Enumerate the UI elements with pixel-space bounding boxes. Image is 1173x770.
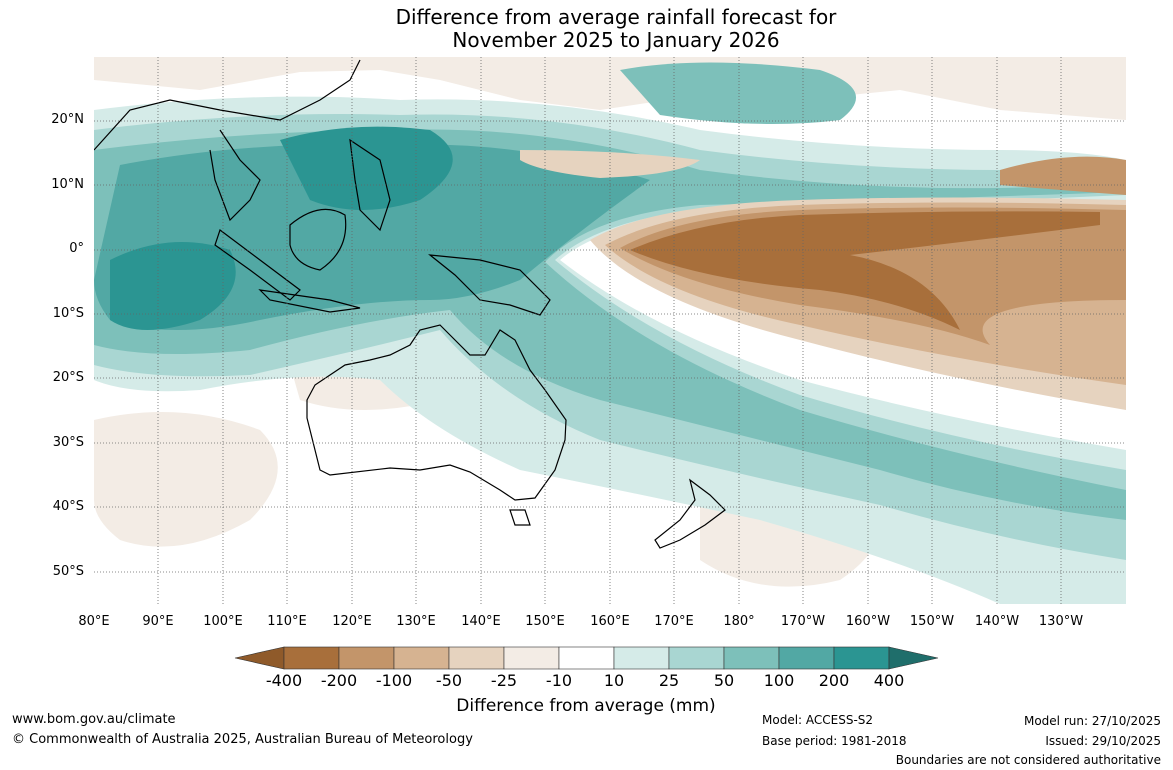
copyright-text: © Commonwealth of Australia 2025, Austra… [12,732,473,747]
colorbar-tick-label: 50 [713,671,735,690]
rainfall-anomaly-map [94,57,1126,604]
colorbar-title: Difference from average (mm) [456,696,716,716]
lat-label-40s: 40°S [52,499,84,514]
lon-label: 160°E [590,614,630,629]
lon-label: 80°E [78,614,110,629]
colorbar-swatch [283,646,340,670]
colorbar-tick-label: 100 [763,671,795,690]
base-period-text: Base period: 1981-2018 [762,734,907,748]
anomaly-field [94,57,1126,604]
model-text: Model: ACCESS-S2 [762,713,874,727]
website-text: www.bom.gov.au/climate [12,712,176,727]
lon-label: 130°E [396,614,436,629]
java-outline [258,289,361,313]
colorbar-tick-label: -200 [320,671,358,690]
lat-label-20n: 20°N [51,112,84,127]
map-title-line-2: November 2025 to January 2026 [452,28,780,52]
model-run-text: Model run: 27/10/2025 [1023,714,1161,728]
colorbar-swatch [503,646,560,670]
lon-label: 90°E [142,614,174,629]
colorbar-extend-low [234,646,285,670]
lon-label: 130°W [1038,614,1084,629]
new-guinea-outline [428,254,551,316]
lon-label: 150°W [909,614,955,629]
philippines-outline [349,138,391,232]
lon-label: 180° [723,614,755,629]
colorbar-extend-high [888,646,939,670]
disclaimer-text: Boundaries are not considered authoritat… [895,753,1161,767]
lat-label-10n: 10°N [51,177,84,192]
lon-label: 140°W [974,614,1020,629]
lat-label-10s: 10°S [52,306,84,321]
colorbar-tick-label: -100 [375,671,413,690]
colorbar-tick-label: 10 [603,671,625,690]
issued-text: Issued: 29/10/2025 [1045,734,1161,748]
colorbar-tick-label: 200 [818,671,850,690]
tasmania-outline [509,509,531,526]
borneo-outline [289,208,347,271]
colorbar-swatch [723,646,780,670]
lon-label: 100°E [203,614,243,629]
sumatra-outline [214,229,301,301]
colorbar-swatch [338,646,395,670]
lon-label: 170°W [780,614,826,629]
lon-label: 110°E [267,614,307,629]
lon-label: 140°E [461,614,501,629]
colorbar-swatch [558,646,615,670]
colorbar-swatch [613,646,670,670]
colorbar-tick-label: -50 [435,671,463,690]
coastlines [94,59,726,549]
colorbar-swatch [833,646,890,670]
colorbar-swatch [778,646,835,670]
colorbar-swatch [393,646,450,670]
graticule [94,57,1126,604]
asia-coast-outline [94,59,361,222]
new-zealand-outline [654,478,726,549]
lat-label-20s: 20°S [52,370,84,385]
lon-label: 120°E [332,614,372,629]
lon-label: 170°E [654,614,694,629]
colorbar-swatch [668,646,725,670]
colorbar-tick-label: -400 [265,671,303,690]
lon-label: 150°E [525,614,565,629]
colorbar-tick-label: 400 [873,671,905,690]
lat-label-0: 0° [69,241,84,256]
lat-label-30s: 30°S [52,435,84,450]
colorbar-swatch [448,646,505,670]
colorbar-tick-label: -25 [490,671,518,690]
map-title-line-1: Difference from average rainfall forecas… [395,5,837,29]
colorbar-tick-label: -10 [545,671,573,690]
australia-outline [306,324,567,501]
colorbar-tick-label: 25 [658,671,680,690]
lat-label-50s: 50°S [52,564,84,579]
lon-label: 160°W [845,614,891,629]
